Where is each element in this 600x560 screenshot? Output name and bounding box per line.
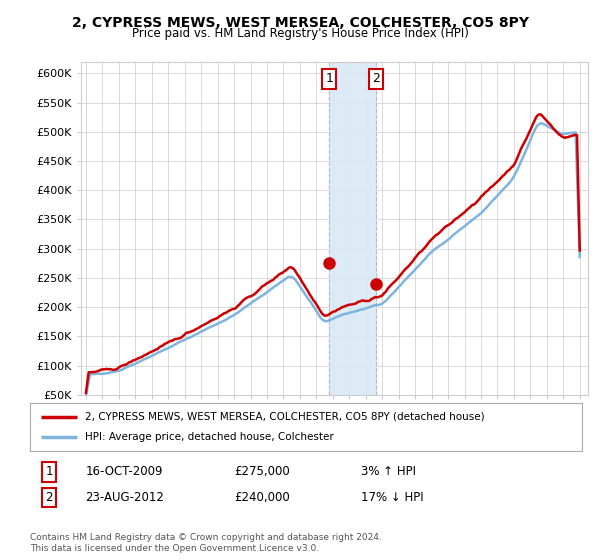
Text: 3% ↑ HPI: 3% ↑ HPI bbox=[361, 465, 416, 478]
Text: HPI: Average price, detached house, Colchester: HPI: Average price, detached house, Colc… bbox=[85, 432, 334, 442]
Text: £240,000: £240,000 bbox=[234, 491, 290, 504]
Text: 1: 1 bbox=[46, 465, 53, 478]
Text: Contains HM Land Registry data © Crown copyright and database right 2024.
This d: Contains HM Land Registry data © Crown c… bbox=[30, 533, 382, 553]
Text: 2, CYPRESS MEWS, WEST MERSEA, COLCHESTER, CO5 8PY (detached house): 2, CYPRESS MEWS, WEST MERSEA, COLCHESTER… bbox=[85, 412, 485, 422]
Text: Price paid vs. HM Land Registry's House Price Index (HPI): Price paid vs. HM Land Registry's House … bbox=[131, 27, 469, 40]
Text: 1: 1 bbox=[325, 72, 334, 86]
Bar bbox=[329, 62, 376, 395]
Text: £275,000: £275,000 bbox=[234, 465, 290, 478]
Text: 2: 2 bbox=[373, 72, 380, 86]
Text: 16-OCT-2009: 16-OCT-2009 bbox=[85, 465, 163, 478]
Text: 23-AUG-2012: 23-AUG-2012 bbox=[85, 491, 164, 504]
Text: 2: 2 bbox=[46, 491, 53, 504]
Text: 17% ↓ HPI: 17% ↓ HPI bbox=[361, 491, 424, 504]
Text: 2, CYPRESS MEWS, WEST MERSEA, COLCHESTER, CO5 8PY: 2, CYPRESS MEWS, WEST MERSEA, COLCHESTER… bbox=[71, 16, 529, 30]
